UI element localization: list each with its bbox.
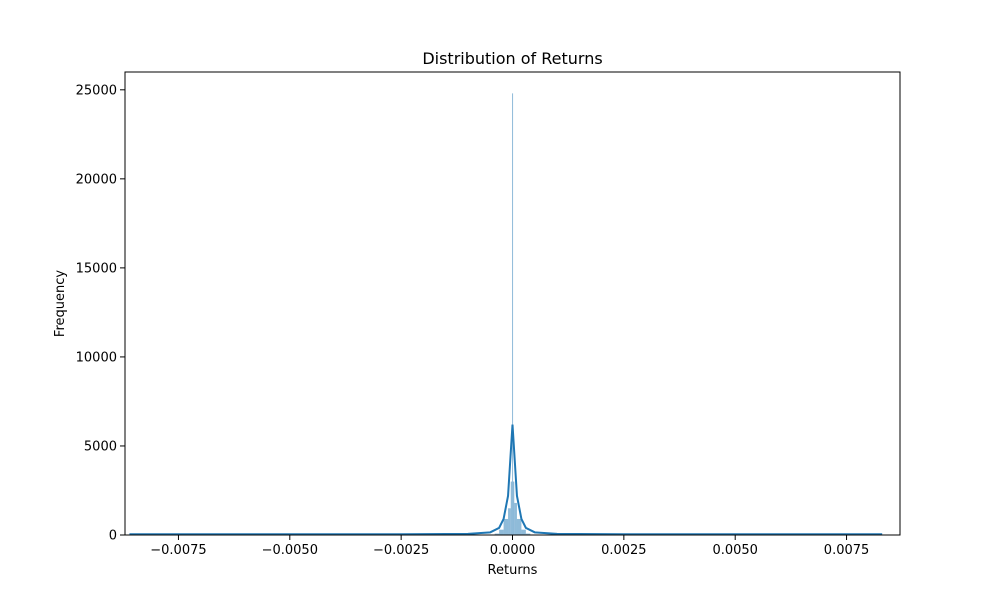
histogram-bar bbox=[508, 508, 511, 535]
y-axis-ticks: 0 5000 10000 15000 20000 25000 bbox=[76, 83, 125, 544]
kde-line bbox=[129, 424, 883, 536]
x-tick-label: 0.0000 bbox=[490, 543, 536, 558]
histogram-bar bbox=[499, 529, 504, 535]
y-axis-label: Frequency bbox=[53, 270, 68, 337]
x-tick-label: −0.0050 bbox=[262, 543, 318, 558]
y-tick-label: 15000 bbox=[76, 261, 117, 276]
y-tick-label: 10000 bbox=[76, 350, 117, 365]
histogram-bar bbox=[512, 93, 514, 535]
x-tick-label: −0.0075 bbox=[150, 543, 206, 558]
histogram-bar bbox=[514, 502, 517, 535]
histogram-bar bbox=[516, 518, 522, 535]
x-tick-label: −0.0025 bbox=[373, 543, 429, 558]
y-tick-label: 0 bbox=[109, 529, 117, 544]
histogram-bar bbox=[521, 529, 526, 535]
x-tick-label: 0.0075 bbox=[824, 543, 870, 558]
x-axis-ticks: −0.0075 −0.0050 −0.0025 0.0000 0.0025 0.0050 0… bbox=[150, 535, 869, 558]
histogram-bar bbox=[510, 481, 513, 535]
histogram-bar bbox=[494, 533, 500, 535]
histogram-bar bbox=[512, 481, 515, 535]
x-tick-label: 0.0050 bbox=[712, 543, 758, 558]
y-tick-label: 20000 bbox=[76, 172, 117, 187]
chart-title: Distribution of Returns bbox=[422, 49, 602, 68]
histogram-bar bbox=[503, 518, 509, 535]
x-tick-label: 0.0025 bbox=[601, 543, 647, 558]
histogram-bars bbox=[494, 93, 531, 535]
y-tick-label: 5000 bbox=[84, 439, 117, 454]
x-axis-label: Returns bbox=[488, 563, 538, 578]
y-tick-label: 25000 bbox=[76, 83, 117, 98]
histogram-bar bbox=[525, 533, 531, 535]
